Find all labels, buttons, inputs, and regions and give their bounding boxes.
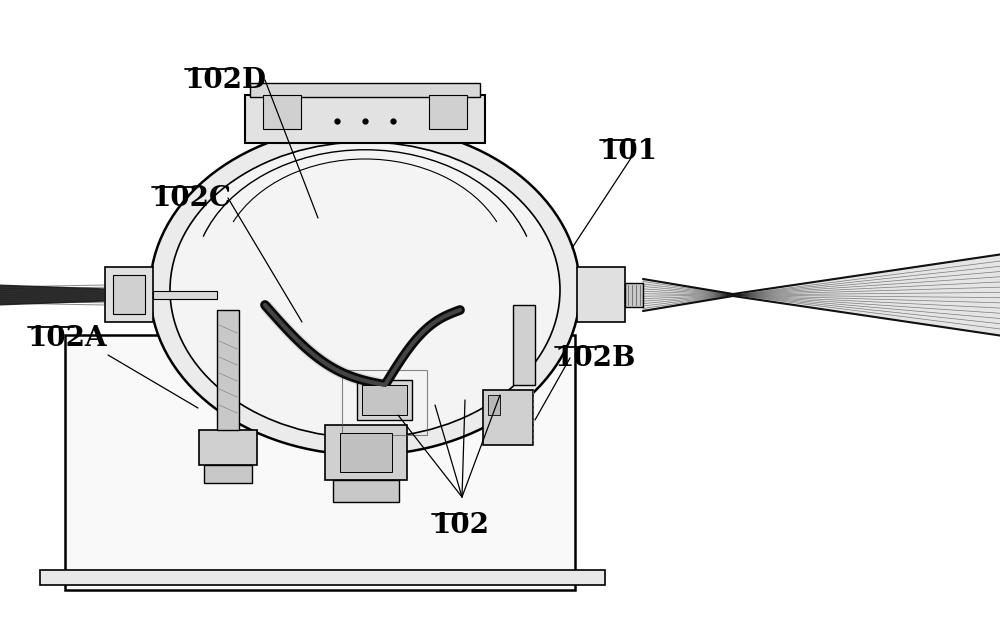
Bar: [357, 380, 412, 420]
Text: 102A: 102A: [28, 325, 108, 352]
Bar: [362, 385, 407, 415]
Bar: [65, 335, 575, 590]
Bar: [577, 267, 625, 322]
Bar: [40, 570, 605, 585]
Bar: [263, 95, 301, 129]
Bar: [342, 370, 427, 435]
Bar: [513, 305, 535, 385]
Bar: [429, 95, 467, 129]
Text: 102C: 102C: [152, 185, 232, 212]
Bar: [153, 291, 217, 299]
Bar: [217, 310, 239, 430]
Bar: [625, 283, 643, 307]
Polygon shape: [0, 285, 105, 305]
Text: 102B: 102B: [555, 345, 636, 372]
Ellipse shape: [150, 125, 580, 455]
Text: 102: 102: [432, 512, 490, 539]
Bar: [333, 480, 399, 502]
Polygon shape: [643, 253, 1000, 337]
Bar: [245, 95, 485, 143]
Text: 102D: 102D: [185, 67, 267, 94]
Bar: [325, 425, 407, 480]
Text: 101: 101: [600, 138, 658, 165]
Bar: [488, 395, 500, 415]
Bar: [340, 433, 392, 472]
Bar: [105, 267, 153, 322]
Ellipse shape: [170, 142, 560, 438]
Bar: [199, 430, 257, 465]
Bar: [483, 390, 533, 445]
Bar: [250, 83, 480, 97]
Bar: [113, 275, 145, 314]
Bar: [204, 465, 252, 483]
